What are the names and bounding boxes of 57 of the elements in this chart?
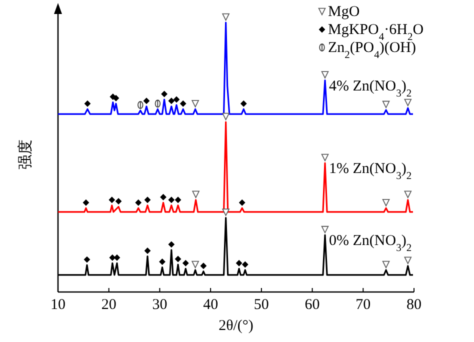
point	[382, 198, 390, 206]
point	[112, 94, 120, 102]
point	[242, 261, 248, 268]
point	[180, 100, 186, 107]
point	[144, 196, 151, 204]
point	[154, 100, 161, 108]
x-tick-label: 10	[50, 297, 66, 313]
point	[222, 208, 230, 216]
point	[159, 258, 166, 265]
point	[82, 199, 90, 206]
point	[84, 100, 91, 107]
point	[192, 100, 199, 108]
point	[168, 98, 175, 104]
point	[382, 100, 390, 108]
point	[404, 98, 412, 106]
point	[173, 96, 180, 103]
point	[222, 112, 230, 120]
legend-label: Zn$_{2}$(PO$_{4}$)(OH)	[328, 40, 416, 60]
y-axis-title: 强度	[16, 140, 34, 170]
point	[382, 260, 390, 268]
series-label: 1% Zn(NO$_{3}$)$_{2}$	[329, 161, 412, 182]
legend-label: MgO	[328, 4, 360, 20]
point	[192, 190, 200, 198]
series-label: 4% Zn(NO$_{3}$)$_{2}$	[329, 78, 412, 99]
point	[321, 71, 329, 78]
point	[404, 256, 412, 264]
point	[182, 260, 189, 266]
x-tick-label: 70	[356, 297, 371, 313]
point	[160, 194, 166, 200]
legend-label: MgKPO$_{4}$·6H$_{2}$O	[328, 22, 424, 42]
x-tick-label: 30	[152, 297, 168, 313]
point	[321, 154, 329, 162]
point	[222, 13, 230, 21]
point	[174, 256, 182, 262]
point	[321, 226, 329, 234]
point	[238, 199, 246, 206]
point	[174, 196, 182, 204]
point	[138, 101, 144, 109]
x-tick-label: 50	[254, 297, 269, 313]
point	[404, 190, 412, 198]
point	[168, 241, 175, 248]
point	[108, 196, 116, 204]
series-label: 0% Zn(NO$_{3}$)$_{2}$	[329, 233, 412, 254]
point	[192, 260, 199, 268]
point	[168, 196, 175, 204]
x-tick-label: 20	[101, 297, 116, 313]
point	[200, 262, 207, 270]
point	[84, 256, 90, 263]
point	[114, 254, 120, 261]
point	[135, 199, 142, 206]
x-tick-label: 80	[406, 297, 422, 313]
x-tick-label: 60	[304, 297, 320, 313]
point	[236, 260, 242, 266]
point	[143, 98, 150, 104]
x-tick-label: 40	[203, 297, 218, 313]
x-axis-title: 2θ/(°)	[218, 318, 254, 334]
point	[240, 100, 247, 107]
